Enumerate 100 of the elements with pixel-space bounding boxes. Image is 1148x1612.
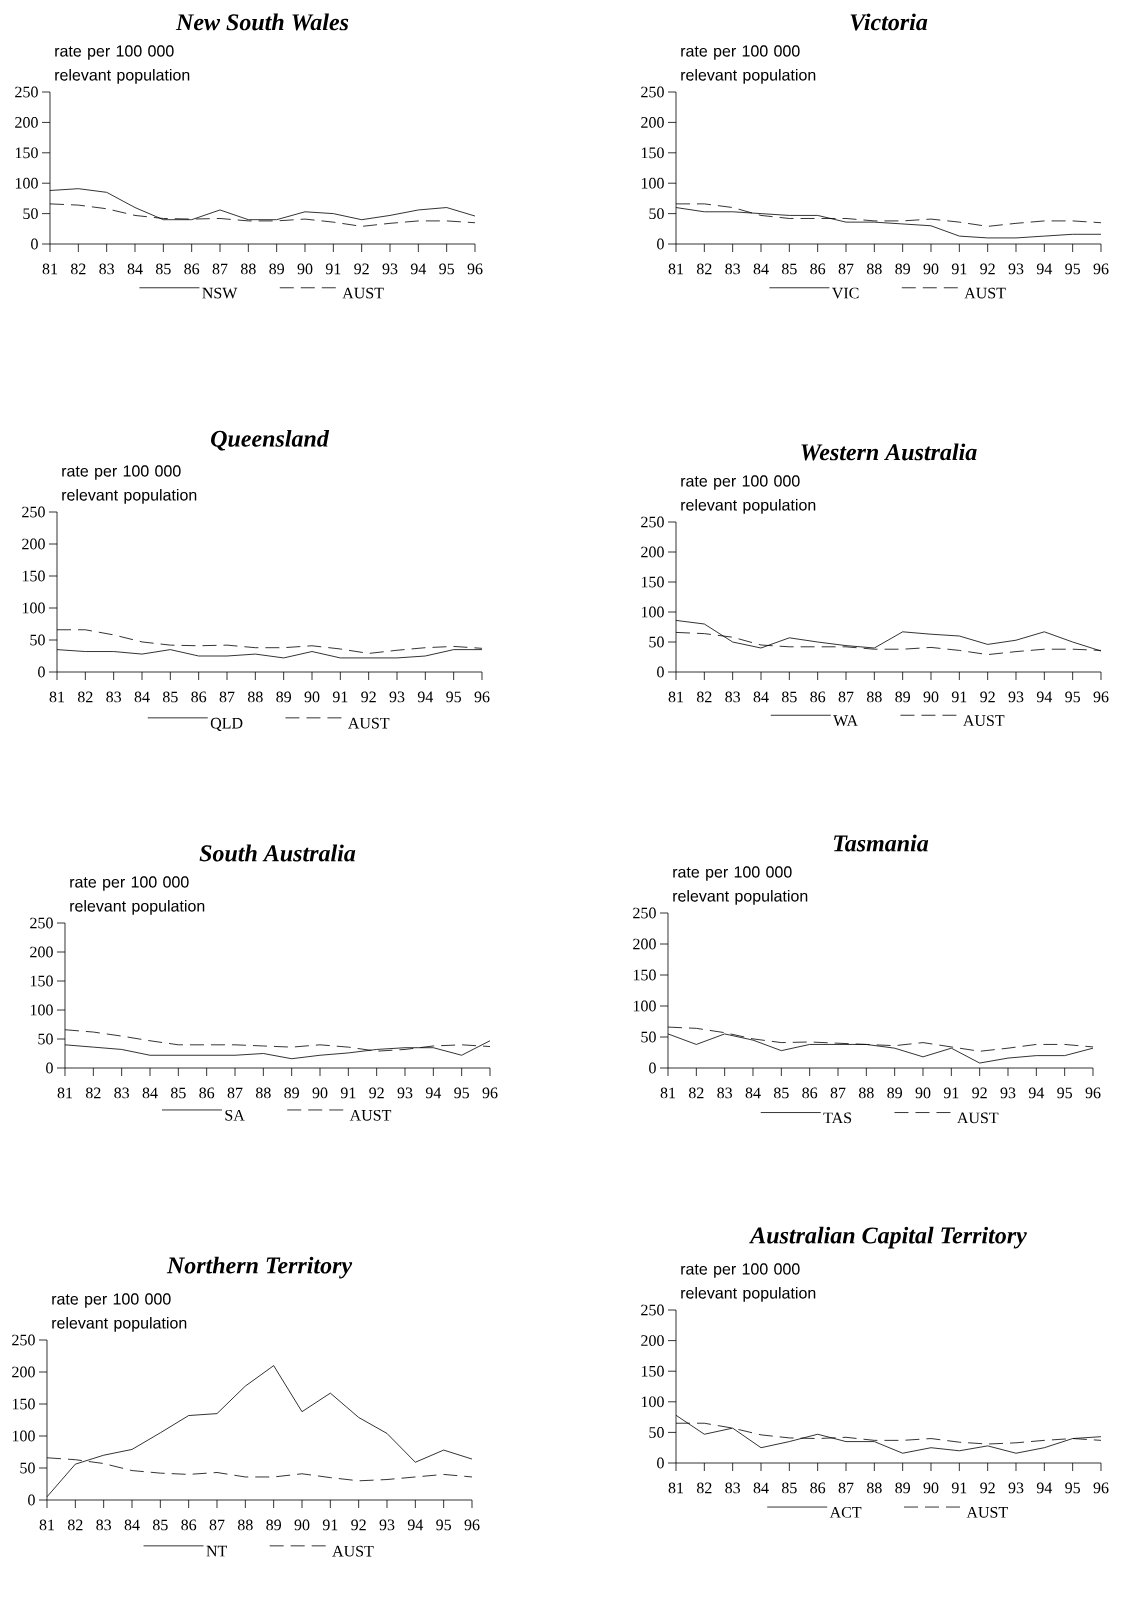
chart-title: Western Australia xyxy=(801,443,977,461)
y-tick-label: 150 xyxy=(641,147,664,159)
x-tick-label: 88 xyxy=(866,691,882,703)
x-tick-label: 93 xyxy=(382,263,398,275)
y-tick-label: 200 xyxy=(30,946,53,958)
x-tick-label: 83 xyxy=(717,1087,733,1099)
x-tick-label: 96 xyxy=(1093,691,1109,703)
x-tick-label: 94 xyxy=(1028,1087,1045,1099)
y-tick-label: 50 xyxy=(38,1033,53,1045)
legend-label: AUST xyxy=(332,1545,374,1557)
y-tick-label: 50 xyxy=(30,634,45,646)
x-tick-label: 96 xyxy=(474,691,490,703)
x-tick-label: 88 xyxy=(255,1087,271,1099)
x-tick-label: 82 xyxy=(67,1519,83,1531)
y-tick-label: 100 xyxy=(30,1004,53,1016)
y-tick-label: 0 xyxy=(46,1062,53,1074)
y-tick-label: 0 xyxy=(657,238,664,250)
x-tick-label: 83 xyxy=(725,1482,741,1494)
y-tick-label: 150 xyxy=(15,147,38,159)
x-tick-label: 90 xyxy=(294,1519,310,1531)
x-tick-label: 92 xyxy=(351,1519,366,1531)
y-tick-label: 0 xyxy=(38,666,45,678)
x-tick-label: 89 xyxy=(276,691,292,703)
x-tick-label: 93 xyxy=(397,1087,413,1099)
x-tick-label: 91 xyxy=(943,1087,959,1099)
y-tick-label: 100 xyxy=(641,177,664,189)
x-tick-label: 93 xyxy=(379,1519,395,1531)
y-axis-title: rate per 100 000 relevant population xyxy=(681,1263,816,1302)
x-tick-label: 85 xyxy=(781,263,797,275)
x-tick-label: 85 xyxy=(152,1519,168,1531)
y-axis-title: rate per 100 000 relevant population xyxy=(681,475,816,514)
y-tick-label: 50 xyxy=(23,208,38,220)
y-tick-label: 100 xyxy=(633,1000,656,1012)
x-tick-label: 86 xyxy=(184,263,200,275)
x-tick-label: 94 xyxy=(1036,263,1053,275)
x-tick-label: 83 xyxy=(725,691,741,703)
y-tick-label: 200 xyxy=(641,117,664,128)
x-tick-label: 95 xyxy=(436,1519,452,1531)
x-tick-label: 96 xyxy=(467,263,483,275)
y-tick-label: 100 xyxy=(641,1396,664,1408)
x-tick-label: 85 xyxy=(773,1087,789,1099)
y-tick-label: 200 xyxy=(633,938,656,950)
y-tick-label: 250 xyxy=(30,917,53,929)
legend-label: NT xyxy=(206,1545,227,1557)
y-tick-label: 250 xyxy=(22,506,45,518)
x-tick-label: 83 xyxy=(725,263,741,275)
legend-label: VIC xyxy=(832,287,859,299)
x-tick-label: 95 xyxy=(439,263,455,275)
x-tick-label: 89 xyxy=(266,1519,282,1531)
x-tick-label: 82 xyxy=(688,1087,704,1099)
chart-title: New South Wales xyxy=(175,13,349,31)
x-tick-label: 86 xyxy=(181,1519,197,1531)
x-tick-label: 86 xyxy=(810,263,826,275)
x-tick-label: 81 xyxy=(660,1087,676,1099)
x-tick-label: 94 xyxy=(1036,1482,1053,1494)
x-tick-label: 91 xyxy=(322,1519,338,1531)
y-tick-label: 150 xyxy=(641,576,664,588)
x-tick-label: 94 xyxy=(407,1519,424,1531)
x-tick-label: 84 xyxy=(753,1482,769,1494)
x-tick-label: 81 xyxy=(668,691,684,703)
x-tick-label: 92 xyxy=(980,263,995,275)
x-tick-label: 93 xyxy=(1008,263,1024,275)
x-tick-label: 94 xyxy=(1036,691,1053,703)
x-tick-label: 85 xyxy=(781,1482,797,1494)
x-tick-label: 89 xyxy=(895,691,911,703)
x-tick-label: 89 xyxy=(269,263,285,275)
x-tick-label: 92 xyxy=(980,1482,995,1494)
legend-label: AUST xyxy=(957,1112,999,1124)
y-tick-label: 50 xyxy=(20,1462,35,1474)
y-tick-label: 50 xyxy=(649,636,664,648)
x-tick-label: 96 xyxy=(464,1519,480,1531)
x-tick-label: 88 xyxy=(858,1087,874,1099)
x-tick-label: 96 xyxy=(482,1087,498,1099)
y-tick-label: 150 xyxy=(22,570,45,582)
x-tick-label: 84 xyxy=(753,691,769,703)
x-tick-label: 94 xyxy=(417,691,434,703)
x-tick-label: 85 xyxy=(170,1087,186,1099)
y-tick-label: 0 xyxy=(649,1062,656,1074)
y-tick-label: 250 xyxy=(12,1334,35,1346)
y-tick-label: 100 xyxy=(15,177,38,189)
x-tick-label: 85 xyxy=(155,263,171,275)
x-tick-label: 92 xyxy=(972,1087,987,1099)
y-tick-label: 50 xyxy=(649,208,664,220)
y-tick-label: 200 xyxy=(641,1335,664,1347)
x-tick-label: 86 xyxy=(810,691,826,703)
x-tick-label: 87 xyxy=(209,1519,225,1531)
x-tick-label: 81 xyxy=(39,1519,55,1531)
y-tick-label: 100 xyxy=(12,1430,35,1442)
x-tick-label: 90 xyxy=(312,1087,328,1099)
y-tick-label: 150 xyxy=(633,969,656,981)
x-tick-label: 96 xyxy=(1093,1482,1109,1494)
x-tick-label: 91 xyxy=(340,1087,356,1099)
x-tick-label: 82 xyxy=(85,1087,101,1099)
chart-title: Northern Territory xyxy=(166,1256,353,1279)
x-tick-label: 83 xyxy=(114,1087,130,1099)
x-tick-label: 91 xyxy=(332,691,348,703)
y-axis-title: rate per 100 000 relevant population xyxy=(52,1293,187,1332)
y-tick-label: 0 xyxy=(657,1457,664,1469)
x-tick-label: 86 xyxy=(802,1087,818,1099)
x-tick-label: 91 xyxy=(951,263,967,275)
